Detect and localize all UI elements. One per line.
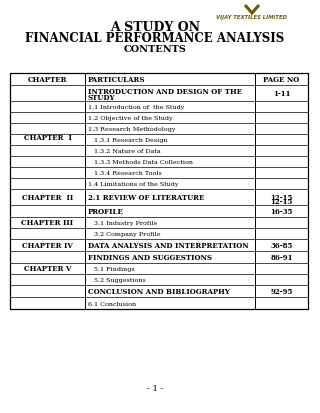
Text: 1.3 Research Methodology: 1.3 Research Methodology [88,127,175,132]
Text: CHAPTER  I: CHAPTER I [24,134,71,142]
Text: PROFILE: PROFILE [88,207,124,216]
Text: 12-15: 12-15 [270,194,293,202]
Text: 1.2 Objective of the Study: 1.2 Objective of the Study [88,116,172,121]
Text: 1.4 Limitations of the Study: 1.4 Limitations of the Study [88,182,179,187]
Text: 1.3.4 Research Tools: 1.3.4 Research Tools [88,171,162,176]
Text: CHAPTER  II: CHAPTER II [22,194,73,202]
Text: CONCLUSION AND BIBLIOGRAPHY: CONCLUSION AND BIBLIOGRAPHY [88,287,230,295]
Text: 2.1 REVIEW OF LITERATURE: 2.1 REVIEW OF LITERATURE [88,194,204,202]
Text: A STUDY ON: A STUDY ON [110,21,200,34]
Text: INTRODUCTION AND DESIGN OF THE: INTRODUCTION AND DESIGN OF THE [88,88,242,96]
Text: 5.1 Findings: 5.1 Findings [88,266,135,271]
Text: DATA ANALYSIS AND INTERPRETATION: DATA ANALYSIS AND INTERPRETATION [88,242,249,249]
Text: 3.1 Industry Profile: 3.1 Industry Profile [88,221,157,225]
Text: PAGE NO: PAGE NO [263,76,300,84]
Text: 86-91: 86-91 [270,254,293,261]
Text: 1.3.2 Nature of Data: 1.3.2 Nature of Data [88,149,161,154]
Text: 1.1 Introduction of  the Study: 1.1 Introduction of the Study [88,105,184,110]
Text: VIJAY TEXTILES LIMITED: VIJAY TEXTILES LIMITED [217,15,287,20]
Text: 16-35: 16-35 [270,207,293,216]
Text: CHAPTER III: CHAPTER III [21,218,74,226]
Text: 1-11: 1-11 [273,90,290,98]
Text: 3.2 Company Profile: 3.2 Company Profile [88,231,161,236]
Text: - 1 -: - 1 - [147,384,163,392]
Text: FINANCIAL PERFORMANCE ANALYSIS: FINANCIAL PERFORMANCE ANALYSIS [25,32,284,45]
Text: CHAPTER IV: CHAPTER IV [22,242,73,249]
Text: 12-15: 12-15 [270,197,293,206]
Text: 6.1 Conclusion: 6.1 Conclusion [88,301,136,306]
Text: PARTICULARS: PARTICULARS [88,76,146,84]
Text: 36-85: 36-85 [270,242,293,249]
Text: 1.3.3 Methods Data Collection: 1.3.3 Methods Data Collection [88,159,193,165]
Text: CHAPTER: CHAPTER [28,76,67,84]
Text: 92-95: 92-95 [270,287,293,295]
Text: 5.2 Suggestions: 5.2 Suggestions [88,277,146,282]
Text: CHAPTER V: CHAPTER V [24,264,71,272]
Text: 1.3.1 Research Design: 1.3.1 Research Design [88,138,167,142]
Text: FINDINGS AND SUGGESTIONS: FINDINGS AND SUGGESTIONS [88,254,212,261]
Text: CONTENTS: CONTENTS [124,45,187,54]
Text: STUDY: STUDY [88,94,116,102]
